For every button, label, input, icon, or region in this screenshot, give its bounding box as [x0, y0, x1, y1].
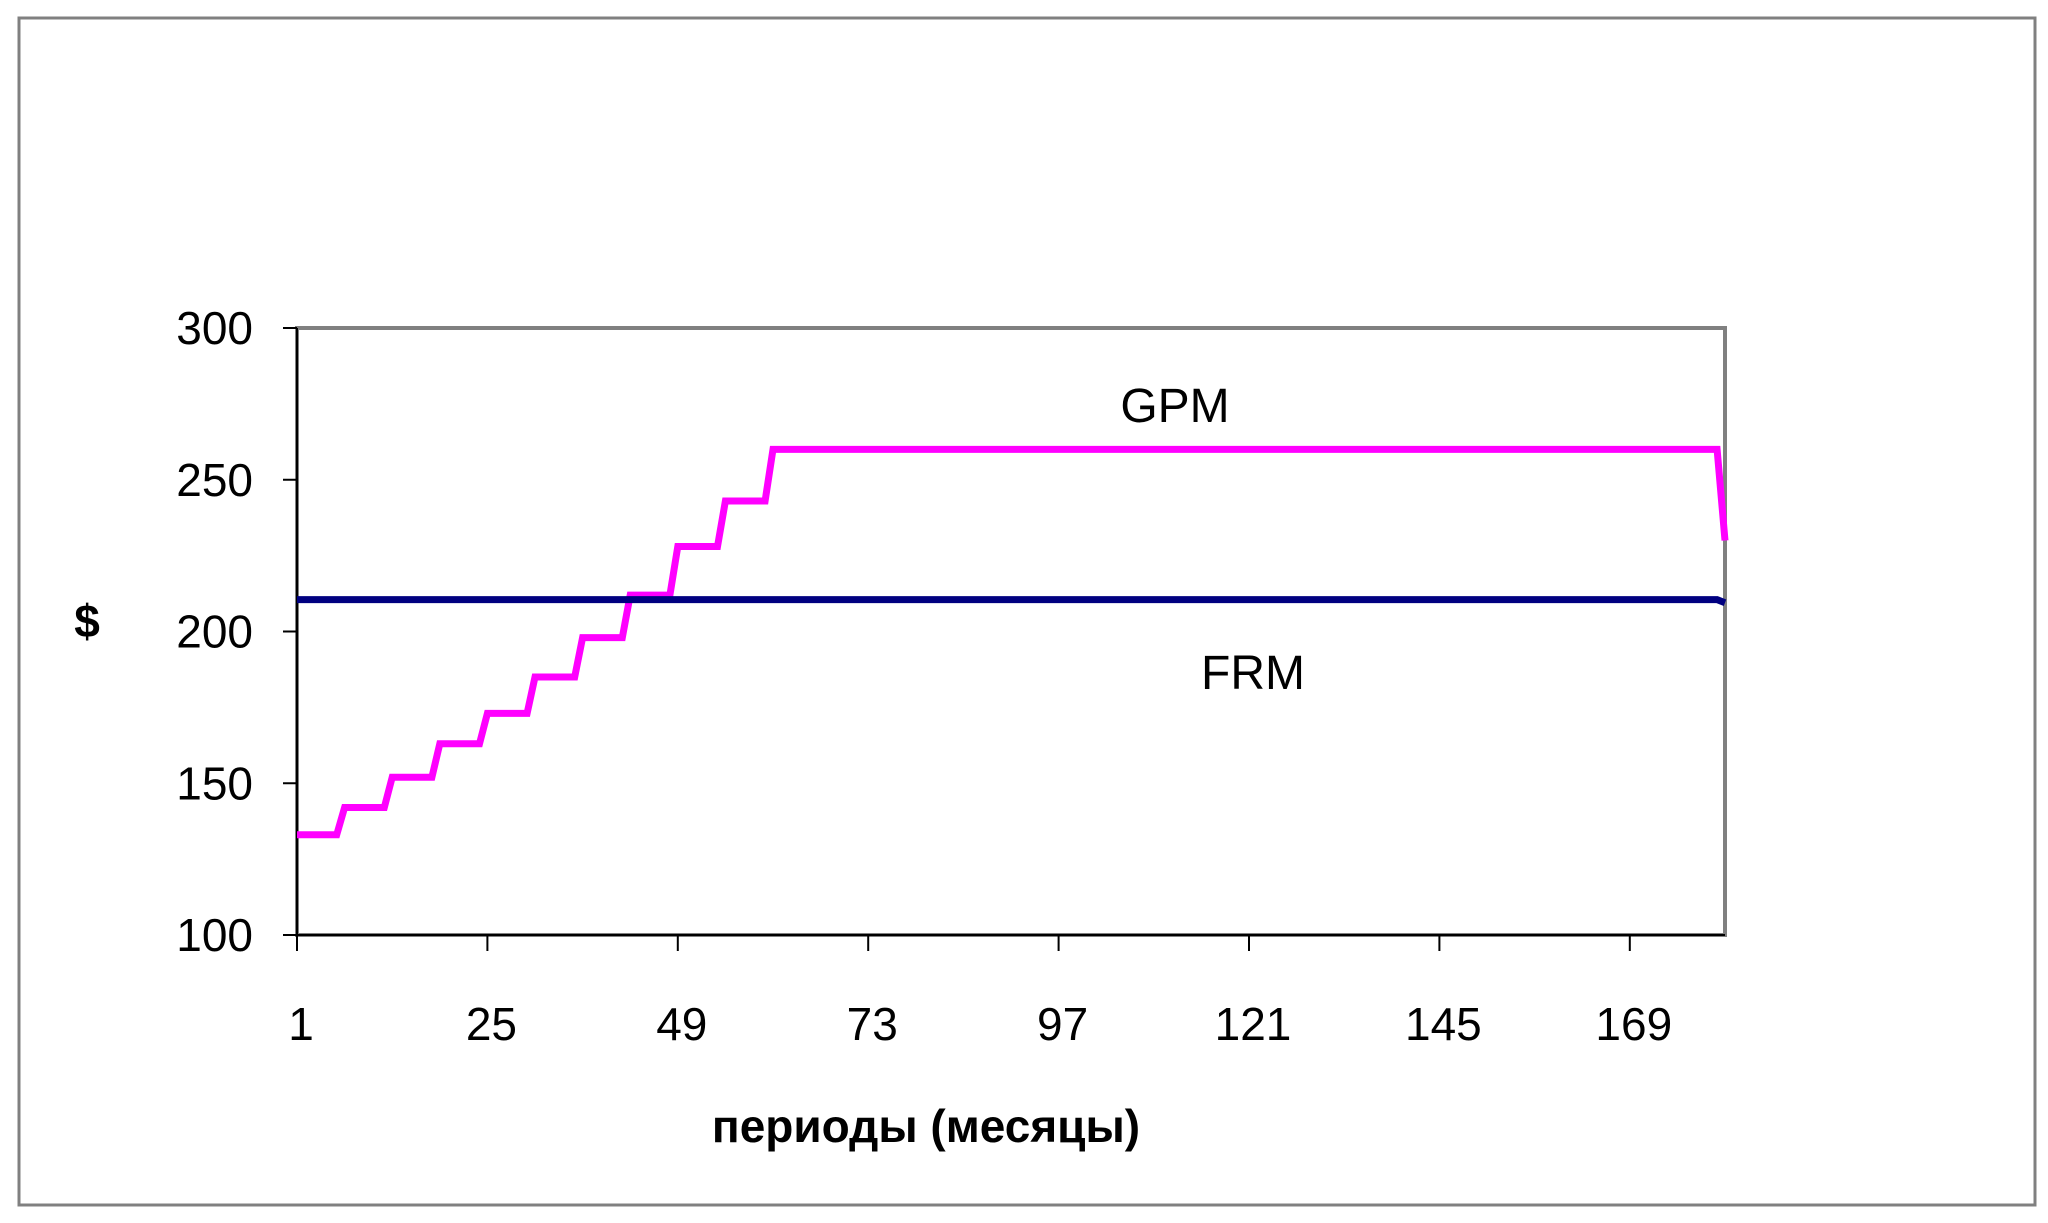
- x-tick-label: 1: [288, 998, 314, 1050]
- x-tick-label: 145: [1405, 998, 1482, 1050]
- series-label-frm: FRM: [1201, 647, 1305, 700]
- y-tick-label: 150: [176, 757, 253, 809]
- y-axis: 100 150 200 250 300: [176, 302, 298, 961]
- x-tick-label: 121: [1215, 998, 1292, 1050]
- y-tick-label: 300: [176, 302, 253, 354]
- series-layer: [297, 445, 1729, 839]
- x-tick-label: 73: [847, 998, 898, 1050]
- x-tick-label: 169: [1595, 998, 1672, 1050]
- x-tick-label: 49: [656, 998, 707, 1050]
- chart-frame: [17, 16, 2037, 1207]
- y-tick-label: 250: [176, 454, 253, 506]
- x-axis-title: периоды (месяцы): [712, 1100, 1140, 1152]
- series-label-gpm: GPM: [1120, 380, 1229, 433]
- y-tick-label: 100: [176, 909, 253, 961]
- series-line-frm: [297, 596, 1727, 606]
- series-line-gpm: [297, 445, 1729, 839]
- y-axis-title: $: [74, 595, 100, 647]
- x-axis: 1 25 49 73 97 121 145 169: [288, 934, 1725, 1050]
- y-tick-label: 200: [176, 606, 253, 658]
- x-tick-label: 25: [466, 998, 517, 1050]
- x-tick-label: 97: [1037, 998, 1088, 1050]
